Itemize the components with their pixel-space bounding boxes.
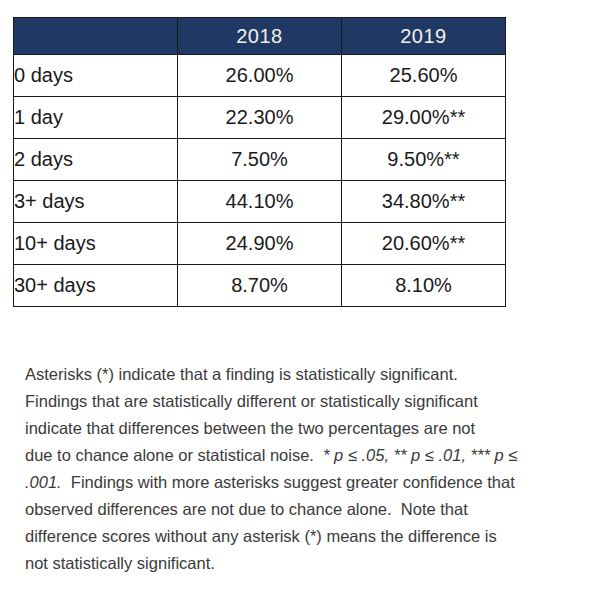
note-text: indicate that differences between the tw… <box>25 419 475 437</box>
value-2018: 7.50% <box>178 139 342 181</box>
significance-note: Asterisks (*) indicate that a finding is… <box>25 361 600 577</box>
value-2018: 8.70% <box>178 265 342 307</box>
document-page: 2018 2019 0 days 26.00% 25.60% 1 day 22.… <box>0 0 613 601</box>
note-text: Asterisks (*) indicate that a finding is… <box>25 365 458 383</box>
note-line: Asterisks (*) indicate that a finding is… <box>25 361 600 388</box>
table-header-row: 2018 2019 <box>14 18 506 55</box>
note-line: not statistically significant. <box>25 550 600 577</box>
row-label: 1 day <box>14 97 178 139</box>
table-row: 10+ days 24.90% 20.60%** <box>14 223 506 265</box>
year-comparison-table: 2018 2019 0 days 26.00% 25.60% 1 day 22.… <box>13 17 506 307</box>
table-row: 30+ days 8.70% 8.10% <box>14 265 506 307</box>
note-line: observed differences are not due to chan… <box>25 496 600 523</box>
value-2019: 9.50%** <box>342 139 506 181</box>
row-label: 10+ days <box>14 223 178 265</box>
note-text: Findings with more asterisks suggest gre… <box>62 473 515 491</box>
value-2018: 44.10% <box>178 181 342 223</box>
note-line: Findings that are statistically differen… <box>25 388 600 415</box>
row-label: 30+ days <box>14 265 178 307</box>
value-2018: 22.30% <box>178 97 342 139</box>
table-header-empty <box>14 18 178 55</box>
value-2019: 25.60% <box>342 55 506 97</box>
row-label: 0 days <box>14 55 178 97</box>
note-text: not statistically significant. <box>25 554 215 572</box>
value-2019: 8.10% <box>342 265 506 307</box>
note-text: difference scores without any asterisk (… <box>25 527 497 545</box>
note-text-italic: .001. <box>25 473 62 491</box>
note-line: indicate that differences between the tw… <box>25 415 600 442</box>
note-text: due to chance alone or statistical noise… <box>25 446 323 464</box>
table-row: 1 day 22.30% 29.00%** <box>14 97 506 139</box>
value-2019: 34.80%** <box>342 181 506 223</box>
value-2019: 20.60%** <box>342 223 506 265</box>
note-text-italic: * p ≤ .05, ** p ≤ .01, *** p ≤ <box>323 446 517 464</box>
table-header-2018: 2018 <box>178 18 342 55</box>
value-2018: 26.00% <box>178 55 342 97</box>
note-line: difference scores without any asterisk (… <box>25 523 600 550</box>
note-line: .001. Findings with more asterisks sugge… <box>25 469 600 496</box>
note-text: observed differences are not due to chan… <box>25 500 468 518</box>
row-label: 3+ days <box>14 181 178 223</box>
table-header-2019: 2019 <box>342 18 506 55</box>
table-row: 3+ days 44.10% 34.80%** <box>14 181 506 223</box>
row-label: 2 days <box>14 139 178 181</box>
note-text: Findings that are statistically differen… <box>25 392 478 410</box>
value-2019: 29.00%** <box>342 97 506 139</box>
note-line: due to chance alone or statistical noise… <box>25 442 600 469</box>
value-2018: 24.90% <box>178 223 342 265</box>
table-row: 2 days 7.50% 9.50%** <box>14 139 506 181</box>
table-row: 0 days 26.00% 25.60% <box>14 55 506 97</box>
